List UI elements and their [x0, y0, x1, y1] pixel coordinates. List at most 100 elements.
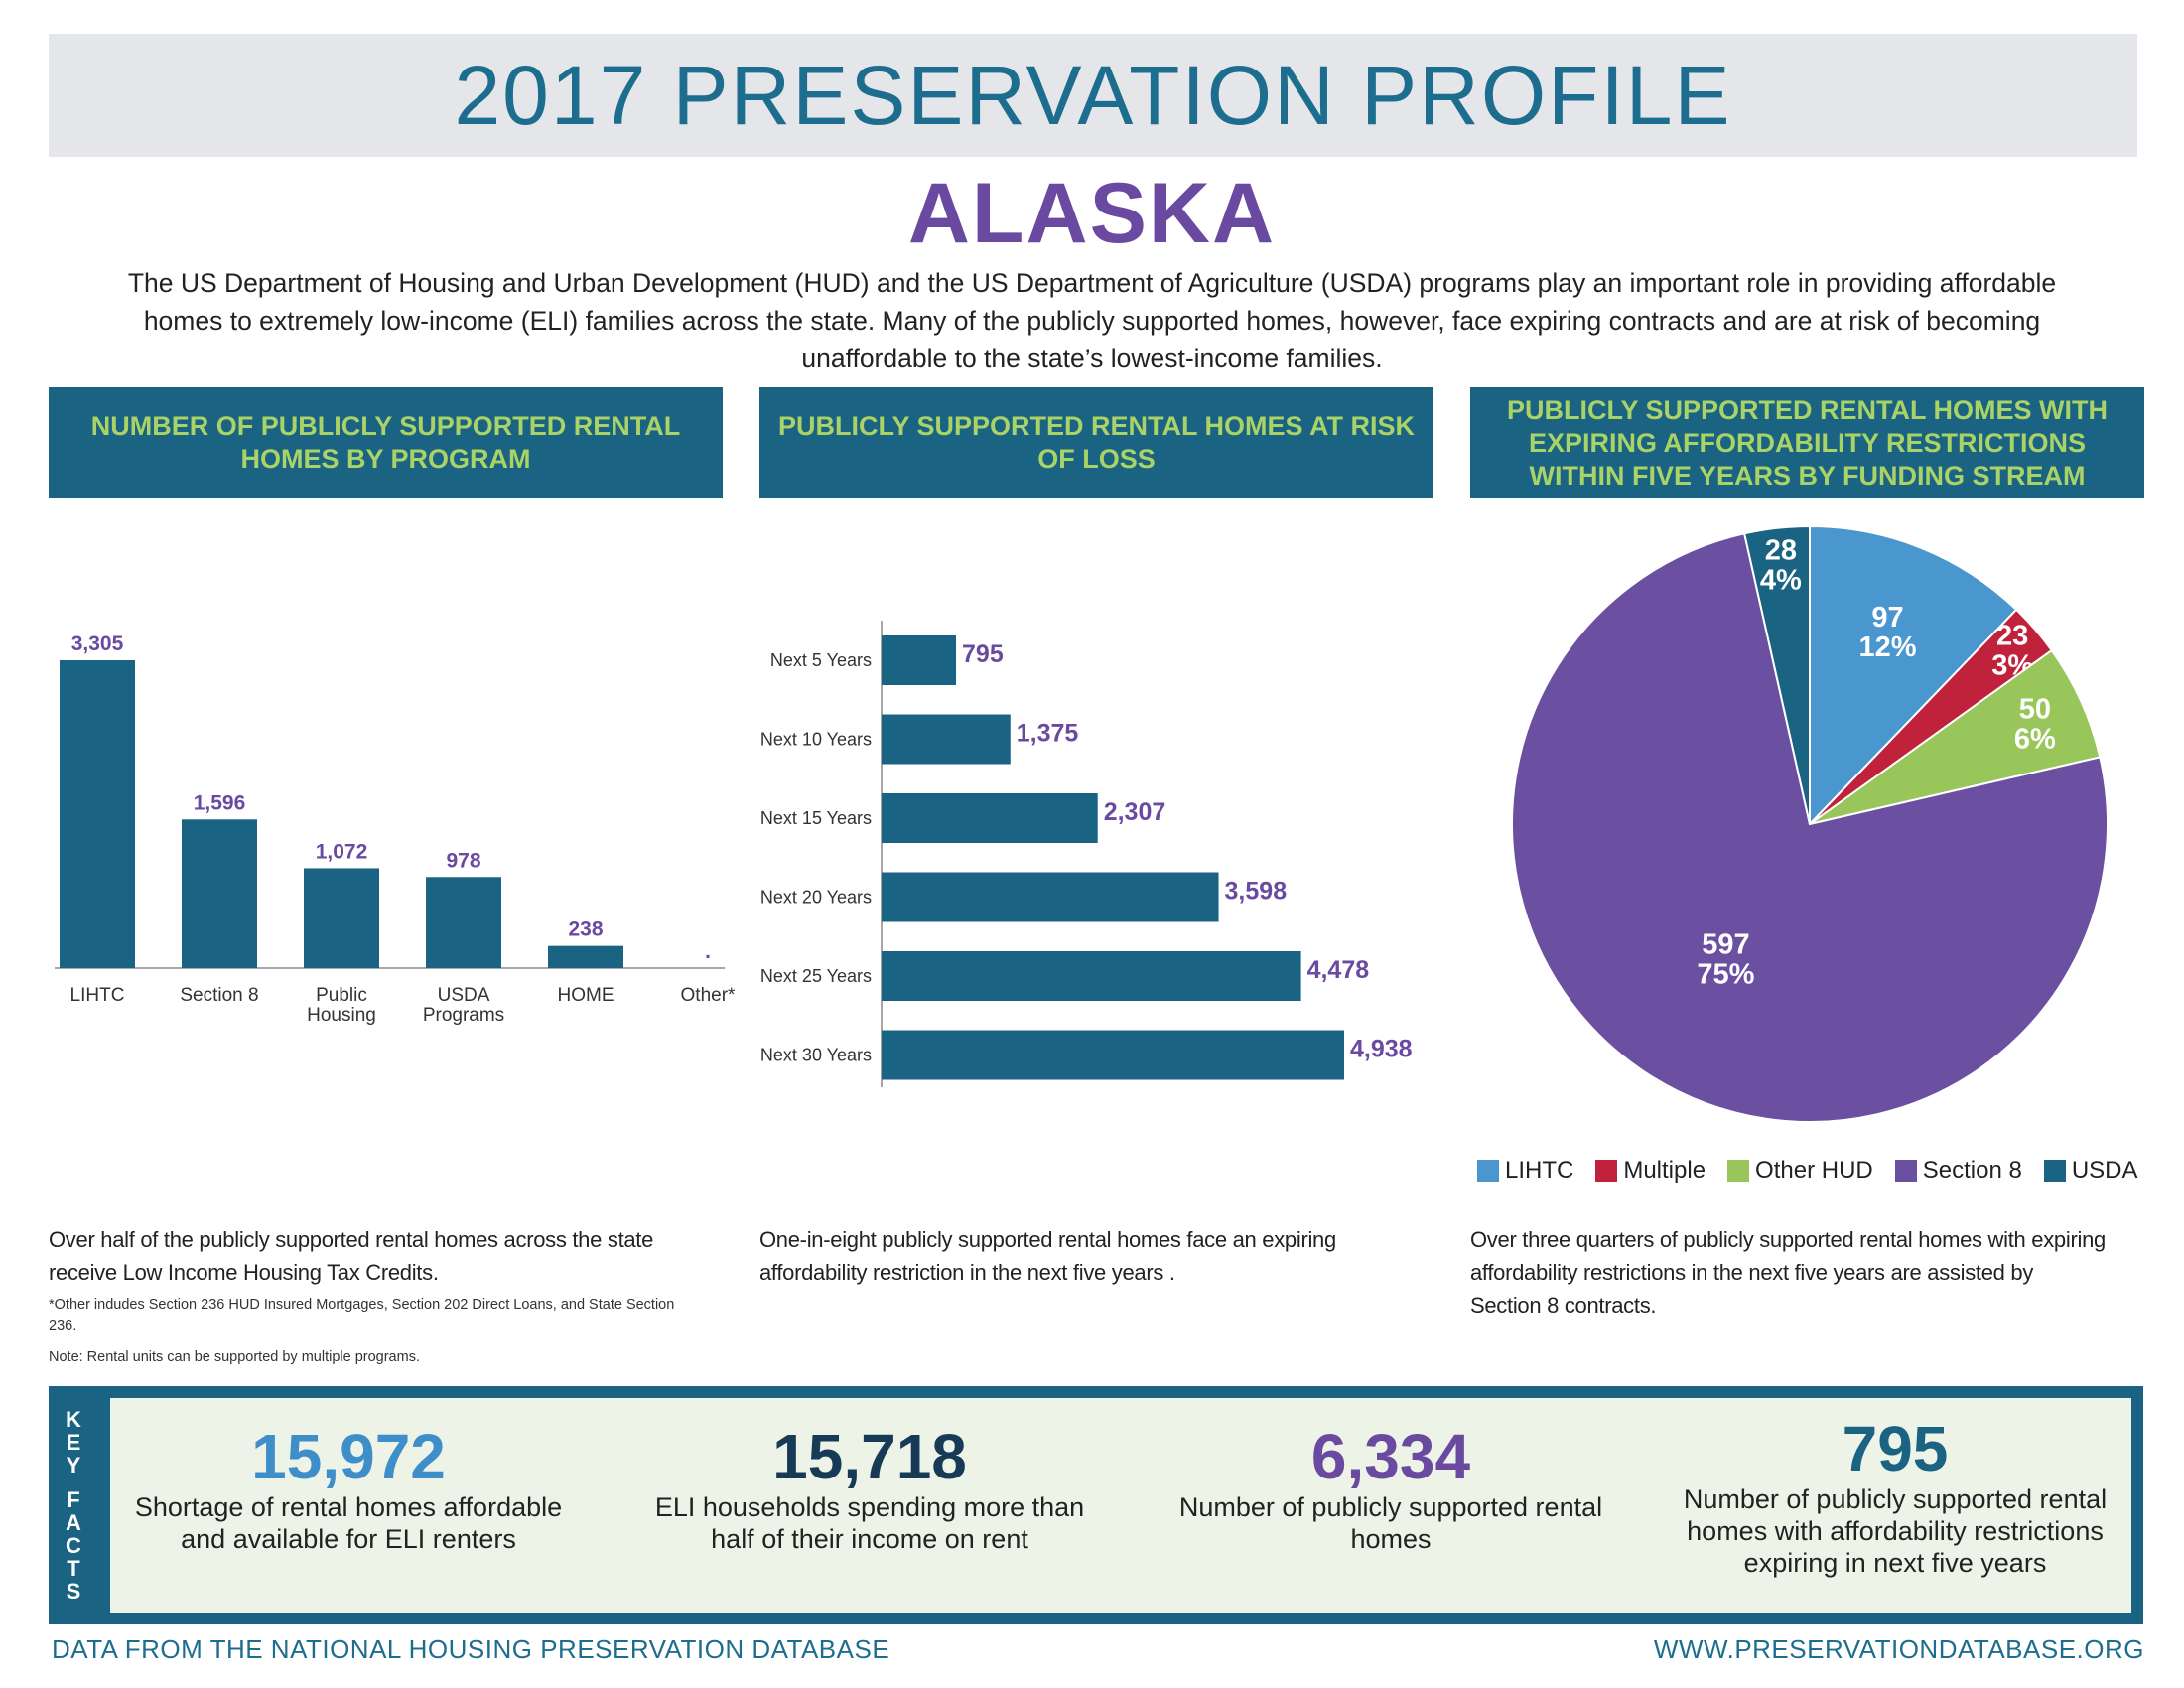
state-name: ALASKA	[907, 166, 1277, 261]
fact-text: Number of publicly supported rental home…	[1178, 1492, 1603, 1554]
legend-item: Section 8	[1894, 1157, 2022, 1185]
bar	[882, 793, 1098, 843]
fact-number: 15,972	[251, 1421, 446, 1492]
legend-label: USDA	[2071, 1157, 2138, 1184]
category-label: Public	[316, 985, 367, 1006]
slice-percent-label: 6%	[2014, 723, 2056, 755]
category-label: USDA	[438, 985, 490, 1006]
fact-shortage: 15,972 Shortage of rental homes affordab…	[110, 1398, 587, 1613]
slice-percent-label: 4%	[1760, 565, 1802, 597]
legend-label: Section 8	[1922, 1157, 2022, 1184]
footer-source: DATA FROM THE NATIONAL HOUSING PRESERVAT…	[52, 1634, 890, 1664]
category-label: Next 10 Years	[760, 730, 872, 750]
footer-url[interactable]: WWW.PRESERVATIONDATABASE.ORG	[1653, 1634, 2144, 1664]
legend-label: Multiple	[1623, 1157, 1706, 1184]
fact-supported-homes: 6,334 Number of publicly supported renta…	[1153, 1398, 1629, 1613]
slice-value-label: 597	[1702, 929, 1749, 961]
category-label: Section 8	[180, 985, 258, 1006]
slice-percent-label: 75%	[1697, 959, 1754, 991]
legend-swatch	[1894, 1160, 1917, 1182]
slice-value-label: 28	[1765, 535, 1797, 567]
key-facts-letter: K	[66, 1407, 81, 1432]
bar	[882, 635, 957, 685]
category-label: Next 25 Years	[760, 966, 872, 986]
data-label: 238	[568, 918, 603, 941]
category-label: Other*	[681, 985, 737, 1006]
data-label: 3,598	[1225, 878, 1288, 906]
key-facts-letter: Y	[66, 1453, 81, 1477]
panel-caption-program: Over half of the publicly supported rent…	[49, 1227, 654, 1285]
category-label: Next 5 Years	[770, 650, 872, 670]
category-label: HOME	[558, 985, 614, 1006]
legend-item: LIHTC	[1477, 1157, 1573, 1185]
legend-label: LIHTC	[1505, 1157, 1574, 1184]
category-label: LIHTC	[70, 985, 125, 1006]
fact-text: ELI households spending more than half o…	[654, 1492, 1085, 1554]
data-label: 1,072	[316, 840, 368, 863]
key-facts-letter: A	[66, 1510, 81, 1535]
fact-cost-burden: 15,718 ELI households spending more than…	[631, 1398, 1108, 1613]
title-banner: 2017 PRESERVATION PROFILE	[49, 34, 2137, 157]
category-label: Housing	[307, 1005, 376, 1026]
fact-number: 795	[1842, 1413, 1949, 1484]
pie-slice	[1809, 648, 2102, 825]
panel-heading-at-risk: PUBLICLY SUPPORTED RENTAL HOMES AT RISK …	[759, 387, 1433, 498]
slice-value-label: 23	[1996, 620, 2028, 651]
key-facts-letter: C	[66, 1533, 81, 1558]
pie-slice	[1742, 524, 1811, 825]
legend-item: USDA	[2043, 1157, 2138, 1185]
fact-expiring: 795 Number of publicly supported rental …	[1659, 1398, 2131, 1613]
key-facts-inner: 15,972 Shortage of rental homes affordab…	[110, 1398, 2131, 1613]
category-label: Next 30 Years	[760, 1046, 872, 1065]
key-facts-letter: T	[67, 1556, 80, 1581]
intro-paragraph: The US Department of Housing and Urban D…	[127, 268, 2057, 373]
legend-swatch	[1727, 1160, 1750, 1182]
key-facts-letter: E	[66, 1430, 81, 1455]
legend-swatch	[1477, 1160, 1499, 1182]
data-label: 3,305	[71, 633, 124, 655]
panel-caption-funding: Over three quarters of publicly supporte…	[1470, 1227, 2106, 1318]
data-label: .	[705, 940, 711, 963]
bar	[882, 872, 1219, 922]
slice-value-label: 97	[1871, 602, 1903, 633]
data-label: 795	[962, 640, 1004, 668]
legend-swatch	[1595, 1160, 1618, 1182]
data-label: 4,478	[1307, 956, 1370, 984]
data-label: 2,307	[1104, 798, 1166, 826]
data-label: 1,375	[1017, 720, 1079, 748]
slice-value-label: 50	[2019, 693, 2051, 725]
panel-heading-by-program: NUMBER OF PUBLICLY SUPPORTED RENTAL HOME…	[49, 387, 723, 498]
bar	[882, 1030, 1344, 1080]
category-label: Programs	[423, 1005, 504, 1026]
key-facts-letter: S	[66, 1579, 81, 1604]
bar	[60, 660, 135, 968]
legend-label: Other HUD	[1755, 1157, 1873, 1184]
fact-number: 15,718	[772, 1421, 967, 1492]
data-label: 978	[446, 849, 480, 872]
bar	[182, 819, 257, 968]
units-note: Note: Rental units can be supported by m…	[49, 1349, 420, 1365]
key-facts-letter: F	[67, 1487, 80, 1512]
data-label: 1,596	[194, 791, 246, 814]
bar	[304, 868, 379, 968]
pie-legend: LIHTC Multiple Other HUD Section 8 USDA	[1477, 1157, 2138, 1185]
fact-text: Number of publicly supported rental home…	[1683, 1484, 2108, 1578]
page-title: 2017 PRESERVATION PROFILE	[454, 48, 1732, 142]
data-label: 4,938	[1350, 1036, 1413, 1063]
category-label: Next 15 Years	[760, 808, 872, 828]
fact-number: 6,334	[1310, 1421, 1471, 1492]
pie-slice	[1511, 532, 2109, 1123]
panel-heading-funding-stream: PUBLICLY SUPPORTED RENTAL HOMES WITH EXP…	[1470, 387, 2144, 498]
legend-item: Other HUD	[1727, 1157, 1873, 1185]
other-footnote: *Other indudes Section 236 HUD Insured M…	[49, 1297, 675, 1334]
bar	[426, 877, 501, 968]
category-label: Next 20 Years	[760, 888, 872, 908]
pie-slice	[1809, 524, 2018, 827]
panel-caption-risk: One-in-eight publicly supported rental h…	[759, 1227, 1336, 1285]
legend-swatch	[2043, 1160, 2066, 1182]
